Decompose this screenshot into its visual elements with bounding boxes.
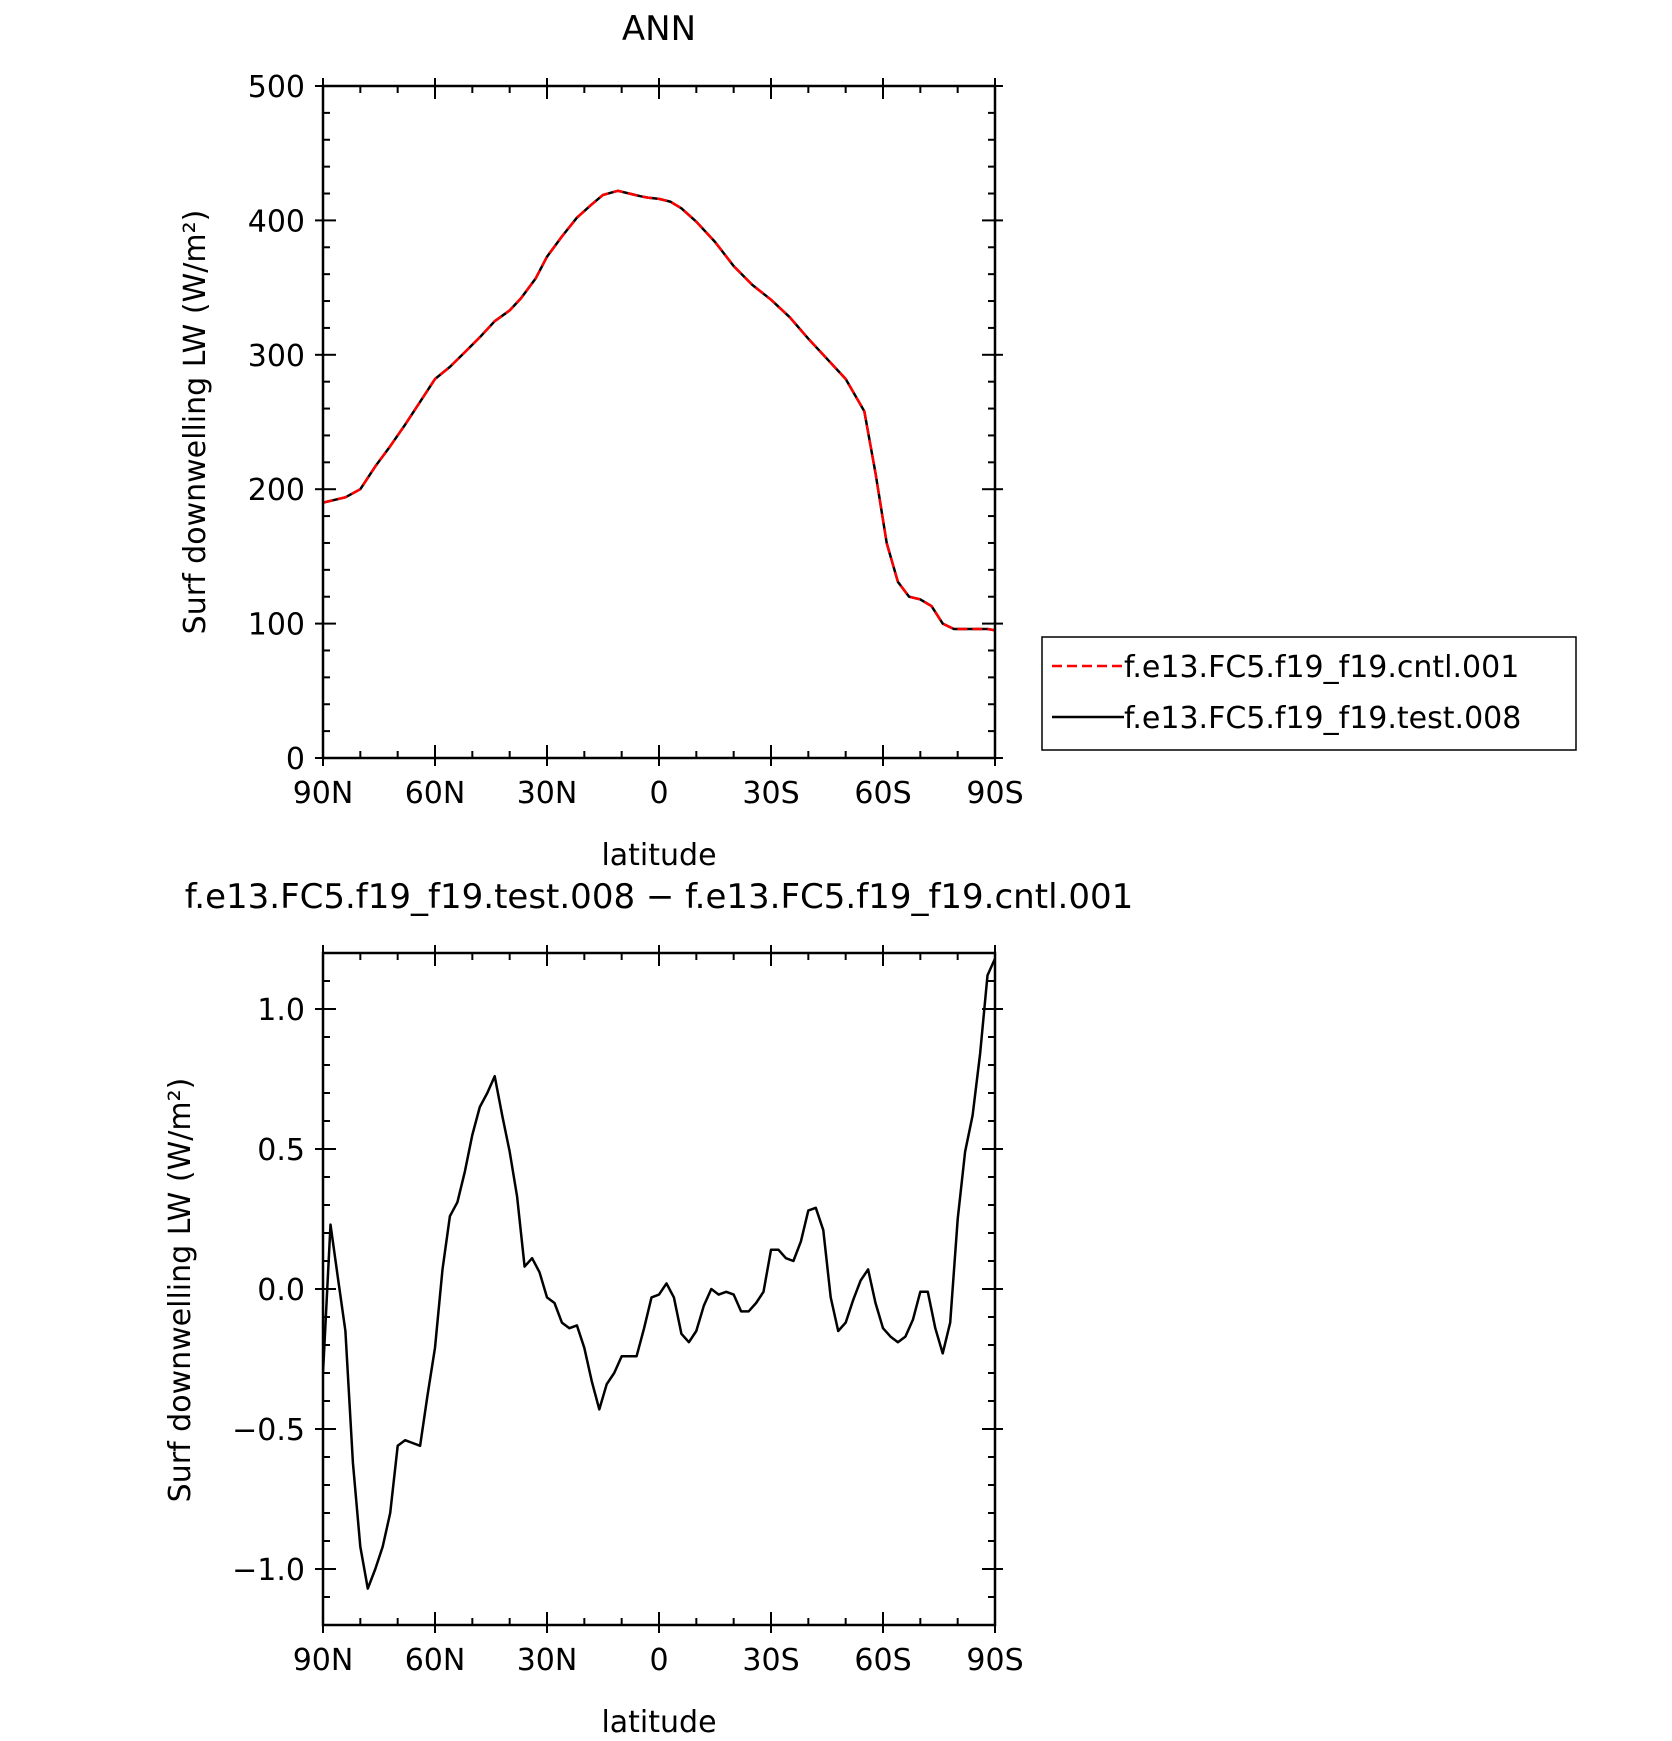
difference-panel: f.e13.FC5.f19_f19.test.008 − f.e13.FC5.f…: [163, 877, 1133, 1740]
x-tick-label: 90S: [966, 776, 1023, 811]
top-y-axis-title: Surf downwelling LW (W/m²): [178, 210, 213, 635]
y-tick-label: −1.0: [232, 1553, 305, 1588]
y-tick-label: 500: [248, 70, 305, 105]
legend-label-cntl: f.e13.FC5.f19_f19.cntl.001: [1124, 650, 1519, 685]
x-tick-label: 0: [649, 1643, 668, 1678]
x-tick-label: 60N: [405, 1643, 466, 1678]
bottom-series-group: [323, 958, 995, 1590]
legend-label-test: f.e13.FC5.f19_f19.test.008: [1124, 701, 1521, 736]
x-tick-label: 60N: [405, 776, 466, 811]
y-tick-label: 0.0: [257, 1273, 305, 1308]
top-plot-frame: [321, 84, 997, 760]
x-tick-label: 0: [649, 776, 668, 811]
y-tick-label: 300: [248, 339, 305, 374]
y-tick-label: 1.0: [257, 993, 305, 1028]
top-x-tick-labels: 90N 60N 30N 0 30S 60S 90S: [293, 776, 1024, 811]
series-line-test: [323, 189, 995, 632]
x-tick-label: 90S: [966, 1643, 1023, 1678]
bottom-axis-ticks: [315, 945, 1003, 1633]
x-tick-label: 30S: [742, 776, 799, 811]
top-plot-title: ANN: [622, 9, 696, 49]
bottom-x-axis-title: latitude: [601, 1705, 716, 1740]
series-line-difference: [323, 958, 995, 1590]
series-line-cntl: [323, 189, 995, 632]
climatology-panel: ANN 0 100 200 300 400 500 90N 60N 30N 0 30S 60S 90S…: [178, 9, 1577, 873]
y-tick-label: −0.5: [232, 1413, 305, 1448]
x-tick-label: 60S: [854, 1643, 911, 1678]
x-tick-label: 90N: [293, 776, 354, 811]
x-tick-label: 60S: [854, 776, 911, 811]
x-tick-label: 90N: [293, 1643, 354, 1678]
bottom-x-tick-labels: 90N 60N 30N 0 30S 60S 90S: [293, 1643, 1024, 1678]
legend-box: [1041, 636, 1577, 751]
y-tick-label: 100: [248, 608, 305, 643]
y-tick-label: 400: [248, 204, 305, 239]
x-tick-label: 30N: [517, 776, 578, 811]
y-tick-label: 200: [248, 473, 305, 508]
top-axis-ticks: [315, 78, 1003, 766]
y-tick-label: 0.5: [257, 1133, 305, 1168]
x-tick-label: 30N: [517, 1643, 578, 1678]
top-series-group: [323, 189, 995, 632]
bottom-y-tick-labels: −1.0 −0.5 0.0 0.5 1.0: [232, 993, 305, 1588]
legend: f.e13.FC5.f19_f19.cntl.001 f.e13.FC5.f19…: [1041, 636, 1577, 751]
bottom-y-axis-title: Surf downwelling LW (W/m²): [163, 1078, 198, 1503]
y-tick-label: 0: [286, 742, 305, 777]
x-tick-label: 30S: [742, 1643, 799, 1678]
bottom-plot-frame: [321, 951, 997, 1627]
top-x-axis-title: latitude: [601, 838, 716, 873]
top-y-tick-labels: 0 100 200 300 400 500: [248, 70, 305, 777]
bottom-plot-title: f.e13.FC5.f19_f19.test.008 − f.e13.FC5.f…: [185, 877, 1133, 917]
